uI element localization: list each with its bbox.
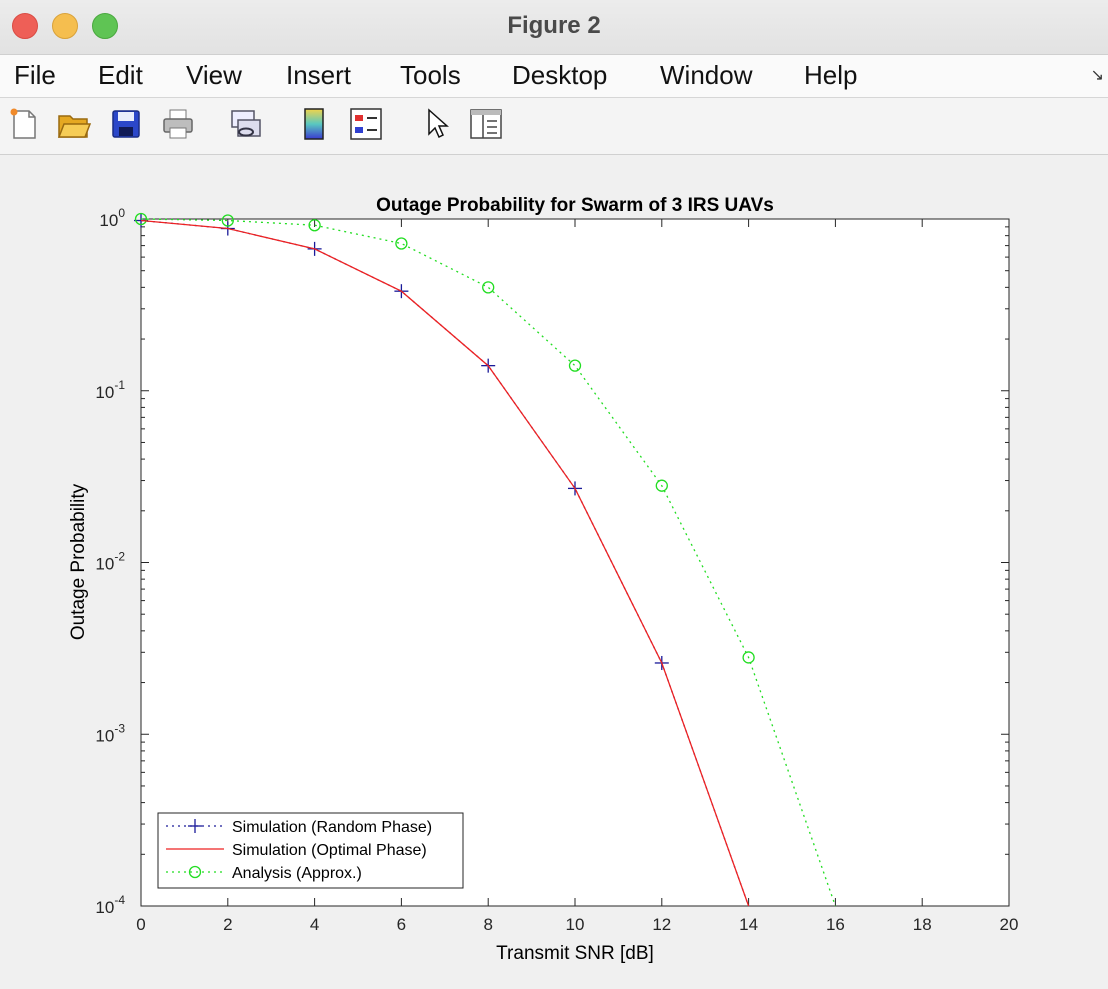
x-tick-label: 6 (397, 915, 406, 934)
pointer-icon[interactable] (420, 106, 456, 142)
circle-marker (134, 212, 148, 226)
legend-label: Analysis (Approx.) (232, 865, 362, 882)
y-axis-label: Outage Probability (68, 483, 89, 640)
circle-marker (568, 359, 582, 372)
menu-insert[interactable]: Insert (286, 60, 352, 90)
x-tick-label: 12 (652, 915, 671, 934)
close-window-button[interactable] (12, 13, 38, 39)
chart-title: Outage Probability for Swarm of 3 IRS UA… (376, 195, 774, 216)
y-tick-label: 10-2 (95, 550, 125, 574)
window-title: Figure 2 (507, 12, 601, 39)
menu-window[interactable]: Window (660, 60, 753, 90)
link-plot-icon[interactable] (228, 106, 264, 142)
figure-canvas: Outage Probability for Swarm of 3 IRS UA… (0, 155, 1108, 984)
menu-view[interactable]: View (186, 60, 242, 90)
x-axis-label: Transmit SNR [dB] (496, 943, 654, 964)
figure-toolbar (0, 98, 1108, 155)
x-tick-label: 18 (913, 915, 932, 934)
x-tick-label: 2 (223, 915, 232, 934)
circle-marker (221, 214, 234, 227)
legend[interactable]: Simulation (Random Phase) Simulation (Opt… (157, 812, 464, 889)
menu-desktop[interactable]: Desktop (512, 60, 608, 90)
y-tick-label: 10-3 (95, 721, 125, 745)
x-tick-label: 4 (310, 915, 319, 934)
y-tick-label: 100 (99, 206, 125, 230)
x-tick-label: 16 (826, 915, 845, 934)
menu-file[interactable]: File (14, 60, 56, 90)
x-tick-label: 10 (566, 915, 585, 934)
x-tick-label: 20 (1000, 915, 1019, 934)
plus-marker (188, 819, 202, 833)
circle-marker (482, 281, 495, 294)
axis-ticks: 0 2 4 6 8 10 12 14 16 18 20 100 10-1 10-2 10-3 10-4 (95, 206, 1018, 934)
series-line (140, 219, 750, 907)
x-tick-label: 14 (739, 915, 758, 934)
property-editor-icon[interactable] (468, 106, 504, 142)
open-file-icon[interactable] (56, 106, 92, 142)
menu-bar: File Edit View Insert Tools Desktop Wind… (0, 55, 1108, 98)
menu-help[interactable]: Help (804, 60, 858, 90)
dock-arrow-icon[interactable]: ↘ (1090, 67, 1104, 84)
y-tick-label: 10-1 (95, 378, 125, 402)
save-icon[interactable] (108, 106, 144, 142)
print-icon[interactable] (160, 106, 196, 142)
menu-edit[interactable]: Edit (98, 60, 143, 90)
circle-marker (188, 865, 202, 879)
plot-area[interactable] (140, 218, 1010, 907)
legend-box (157, 812, 464, 889)
legend-label: Simulation (Random Phase) (232, 819, 432, 836)
series-line (140, 218, 837, 907)
new-figure-icon[interactable] (6, 106, 42, 142)
circle-marker (742, 651, 755, 664)
circle-marker (655, 479, 668, 492)
minimize-window-button[interactable] (52, 13, 78, 39)
series-layer (134, 212, 837, 907)
y-tick-label: 10-4 (95, 893, 125, 917)
circle-marker (308, 219, 321, 232)
legend-icon[interactable] (348, 106, 384, 142)
maximize-window-button[interactable] (92, 13, 118, 39)
legend-label: Simulation (Optimal Phase) (232, 842, 427, 859)
colorbar-icon[interactable] (296, 106, 332, 142)
outage-plot[interactable]: Outage Probability for Swarm of 3 IRS UA… (0, 155, 1108, 984)
circle-marker (395, 237, 408, 250)
menu-tools[interactable]: Tools (400, 60, 461, 90)
x-tick-label: 8 (483, 915, 492, 934)
x-tick-label: 0 (136, 915, 145, 934)
window-titlebar: Figure 2 (0, 0, 1108, 55)
